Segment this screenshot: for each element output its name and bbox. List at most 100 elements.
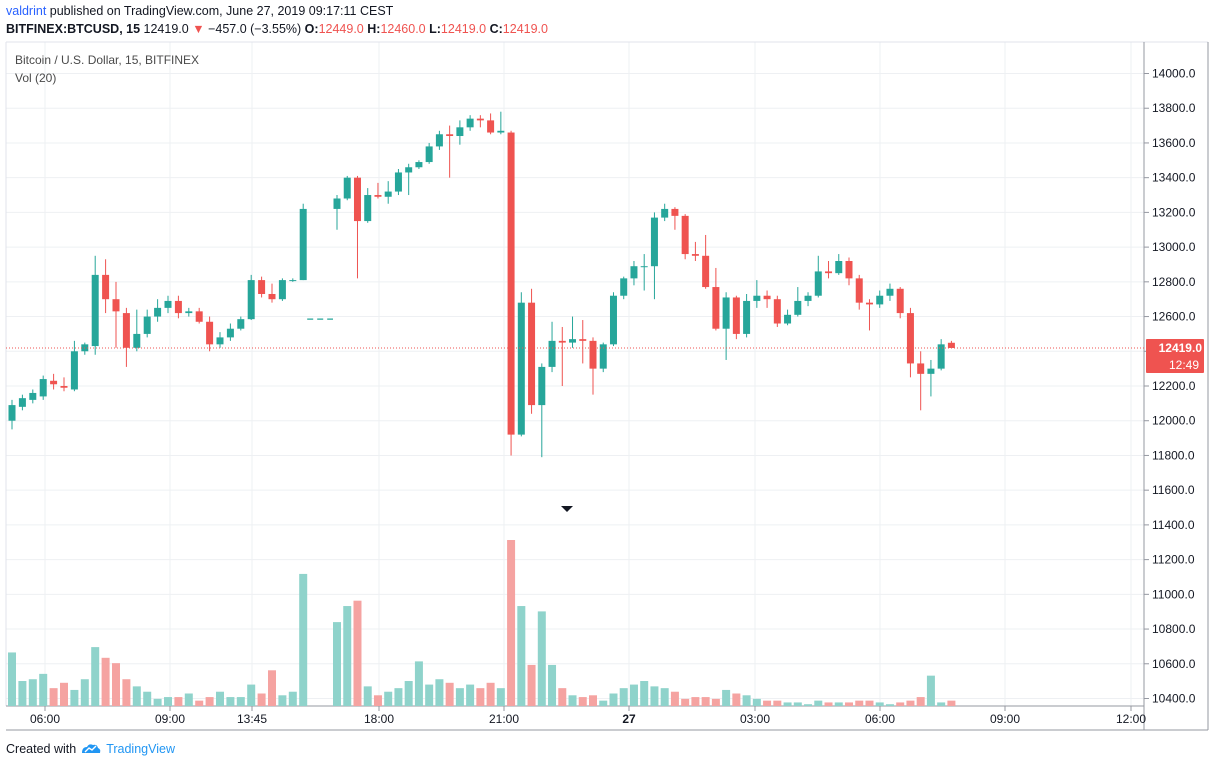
volume-bar (865, 700, 874, 706)
volume-bar (455, 688, 464, 706)
volume-bar (875, 702, 884, 706)
candle-body (112, 299, 120, 312)
volume-bar (896, 702, 905, 706)
candle-body (289, 280, 297, 282)
candle-body (794, 300, 802, 315)
candle-body (133, 333, 141, 348)
price-chart[interactable]: 10400.0 10600.0 10800.0 11000.0 11200.0 11400… (0, 0, 1214, 740)
volume-bar (517, 606, 526, 706)
candle-body (876, 295, 884, 305)
candle-body (722, 297, 730, 329)
volume-bar (742, 695, 751, 706)
volume-bar (722, 689, 731, 706)
volume-bar (619, 688, 628, 706)
volume-bar (435, 679, 444, 706)
time-tick-label: 12:00 (1116, 712, 1146, 726)
price-tick-label: 13600.0 (1152, 136, 1196, 150)
volume-bar (384, 691, 393, 706)
volume-bar (363, 686, 372, 706)
volume-bar (916, 697, 925, 706)
candle-body (122, 313, 130, 348)
price-tick-label: 14000.0 (1152, 67, 1196, 81)
candle-body (691, 254, 699, 256)
volume-bar (885, 704, 894, 706)
volume-bar (537, 611, 546, 706)
price-tick-label: 12800.0 (1152, 275, 1196, 289)
price-tick-label: 11800.0 (1152, 448, 1195, 462)
time-tick-label: 09:00 (155, 712, 185, 726)
candle-body (804, 295, 812, 301)
publisher-username[interactable]: valdrint (6, 4, 47, 18)
volume-bar (701, 697, 710, 706)
candle-body (937, 344, 945, 369)
candle-body (353, 177, 361, 222)
candle-body (917, 363, 925, 374)
price-tick-label: 10600.0 (1152, 657, 1196, 671)
candle-body (650, 217, 658, 267)
time-tick-label: 06:00 (865, 712, 895, 726)
chart-grid (6, 42, 1144, 706)
volume-bar (91, 647, 100, 706)
volume-bar (39, 673, 48, 706)
candle-body (333, 198, 341, 209)
volume-bar (578, 697, 587, 706)
volume-bar (691, 697, 700, 706)
current-price-text: 12419.0 (1159, 341, 1203, 355)
candle-body (425, 146, 433, 163)
candle-body (558, 340, 566, 343)
candle-body (435, 134, 443, 147)
volume-bar (486, 682, 495, 706)
volume-bar (268, 670, 276, 706)
close-label: C: (489, 22, 503, 36)
candle-body (226, 328, 234, 338)
symbol-label: BITFINEX:BTCUSD, 15 (6, 22, 141, 36)
volume-bar (299, 573, 308, 706)
volume-bar (752, 698, 761, 706)
price-tick-label: 11200.0 (1152, 553, 1195, 567)
candle-body (599, 344, 607, 369)
time-tick-label: 18:00 (364, 712, 394, 726)
event-marker-icon (561, 506, 573, 512)
current-price-badge (1146, 338, 1204, 373)
close-value: 12419.0 (502, 22, 548, 36)
volume-bar (558, 688, 567, 706)
volume-bar (143, 691, 152, 706)
candle-body (60, 386, 68, 388)
volume-bar (122, 679, 131, 706)
price-tick-label: 12200.0 (1152, 379, 1196, 393)
price-tick-label: 11400.0 (1152, 518, 1195, 532)
volume-bar (804, 704, 813, 706)
candle-body (466, 118, 474, 128)
volume-bar (681, 698, 690, 706)
volume-bar (49, 688, 58, 706)
tradingview-brand-link[interactable]: TradingView (106, 742, 175, 756)
candle-body (384, 191, 392, 197)
candle-body (39, 379, 47, 397)
countdown-text: 12:49 (1169, 358, 1199, 372)
candle-body (743, 300, 751, 334)
candle-body (8, 405, 16, 421)
candle-body (589, 340, 597, 369)
candle-body (681, 215, 689, 255)
candle-body (732, 297, 740, 334)
down-triangle-icon: ▼ (192, 22, 205, 36)
volume-bar (288, 691, 297, 706)
volume-bar (247, 684, 256, 706)
candle-body (507, 132, 515, 435)
candle-body (50, 380, 58, 385)
volume-bar (732, 693, 741, 706)
ohlc-line: BITFINEX:BTCUSD, 15 12419.0 ▼ −457.0 (−3… (6, 22, 548, 36)
candle-body (216, 337, 224, 345)
volume-bars (8, 540, 956, 706)
chart-title: Bitcoin / U.S. Dollar, 15, BITFINEX (15, 53, 200, 67)
candle-body (237, 319, 245, 329)
time-tick-label: 27 (622, 712, 636, 726)
volume-bar (70, 689, 79, 706)
candle-body (143, 316, 151, 334)
volume-bar (28, 679, 37, 706)
candle-body (195, 311, 203, 322)
volume-bar (496, 688, 505, 706)
time-tick-label: 03:00 (740, 712, 770, 726)
volume-bar (278, 695, 287, 706)
candle-body (258, 280, 266, 294)
